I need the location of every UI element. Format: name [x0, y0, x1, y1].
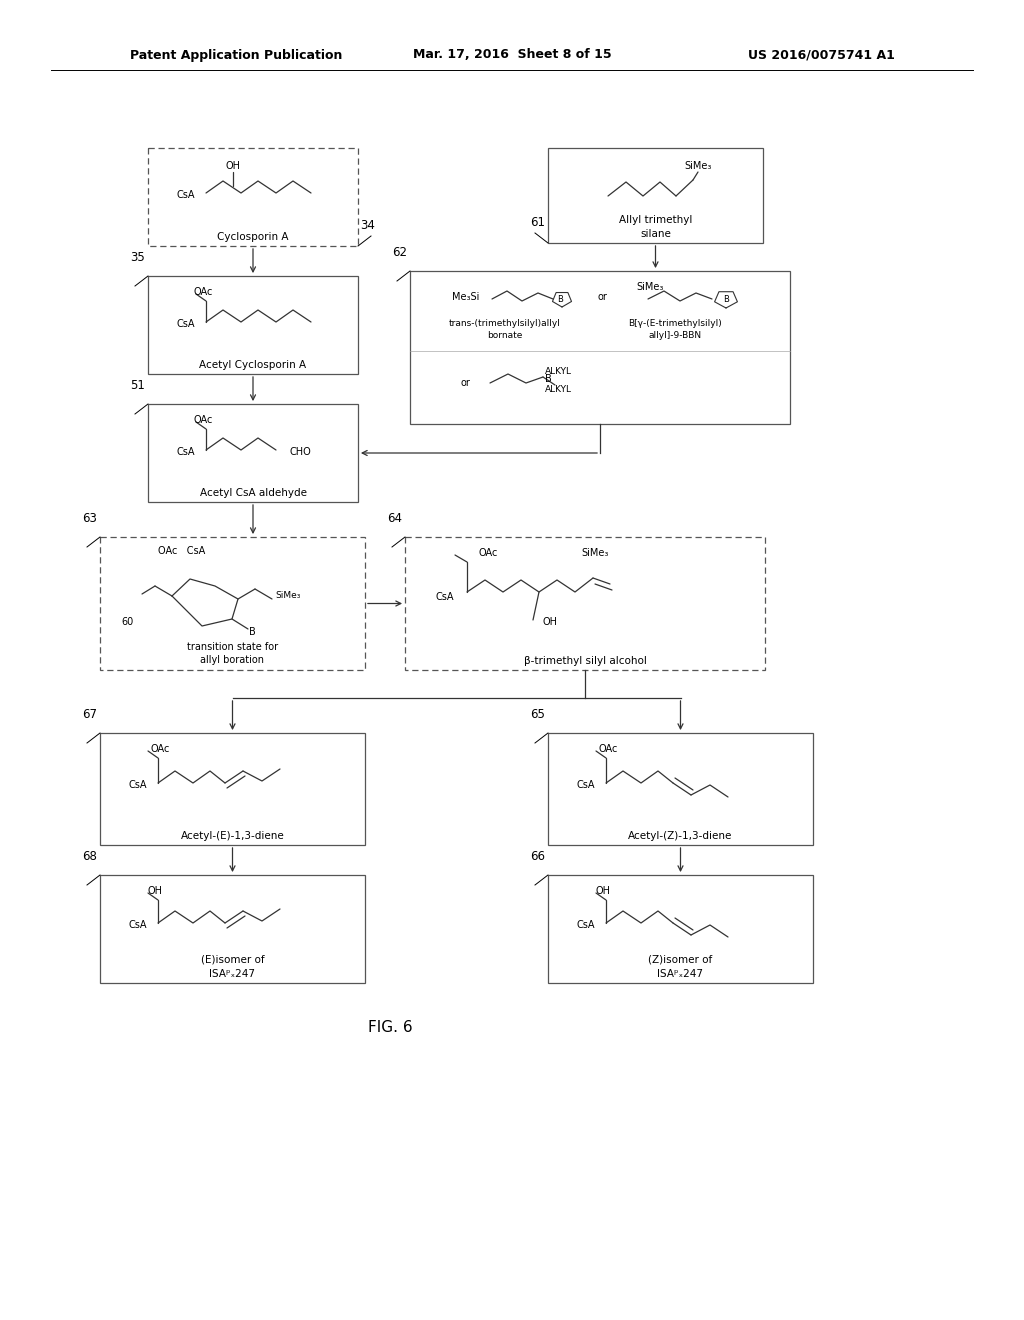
Text: 62: 62	[392, 246, 407, 259]
Text: 51: 51	[130, 379, 145, 392]
Bar	[548, 733, 813, 845]
Text: Patent Application Publication: Patent Application Publication	[130, 49, 342, 62]
Text: 66: 66	[530, 850, 545, 863]
Text: OH: OH	[543, 616, 557, 627]
Text: 63: 63	[82, 512, 97, 525]
Bar	[148, 276, 358, 374]
Text: silane: silane	[640, 228, 671, 239]
Text: 60: 60	[122, 616, 134, 627]
Text: transition state for: transition state for	[187, 642, 279, 652]
Text: OH: OH	[596, 886, 610, 896]
Text: OAc: OAc	[478, 548, 498, 558]
Text: or: or	[460, 378, 470, 388]
Text: trans-(trimethylsilyl)allyl: trans-(trimethylsilyl)allyl	[450, 318, 561, 327]
Text: ALKYL: ALKYL	[545, 367, 571, 375]
Text: 34: 34	[360, 219, 375, 232]
Bar	[100, 875, 365, 983]
Text: Cyclosporin A: Cyclosporin A	[217, 232, 289, 242]
Text: bornate: bornate	[487, 330, 522, 339]
Text: Acetyl Cyclosporin A: Acetyl Cyclosporin A	[200, 360, 306, 370]
Text: OAc: OAc	[194, 414, 213, 425]
Text: 68: 68	[82, 850, 97, 863]
Text: 67: 67	[82, 708, 97, 721]
Bar	[100, 733, 365, 845]
Bar	[100, 537, 365, 671]
Text: Mar. 17, 2016  Sheet 8 of 15: Mar. 17, 2016 Sheet 8 of 15	[413, 49, 611, 62]
Text: SiMe₃: SiMe₃	[275, 591, 301, 601]
Text: 64: 64	[387, 512, 402, 525]
Text: SiMe₃: SiMe₃	[636, 282, 664, 292]
Text: B: B	[545, 374, 551, 384]
Text: ISAᵖₓ247: ISAᵖₓ247	[210, 969, 256, 979]
Text: allyl]-9-BBN: allyl]-9-BBN	[648, 330, 701, 339]
Text: B: B	[249, 627, 255, 638]
Text: Acetyl-(Z)-1,3-diene: Acetyl-(Z)-1,3-diene	[629, 832, 733, 841]
Text: β-trimethyl silyl alcohol: β-trimethyl silyl alcohol	[523, 656, 646, 667]
Text: CsA: CsA	[129, 920, 147, 931]
Text: 35: 35	[130, 251, 145, 264]
Text: (E)isomer of: (E)isomer of	[201, 954, 264, 965]
Text: Allyl trimethyl: Allyl trimethyl	[618, 215, 692, 224]
Text: CsA: CsA	[577, 920, 595, 931]
Text: FIG. 6: FIG. 6	[368, 1020, 413, 1035]
Text: allyl boration: allyl boration	[201, 655, 264, 665]
Text: B: B	[723, 294, 729, 304]
Text: B[γ-(E-trimethylsilyl): B[γ-(E-trimethylsilyl)	[628, 318, 722, 327]
Text: CHO: CHO	[289, 447, 311, 457]
Text: SiMe₃: SiMe₃	[582, 548, 608, 558]
Text: B: B	[557, 294, 563, 304]
Text: OAc   CsA: OAc CsA	[159, 546, 206, 556]
Text: CsA: CsA	[577, 780, 595, 789]
Text: Acetyl CsA aldehyde: Acetyl CsA aldehyde	[200, 488, 306, 498]
Text: 61: 61	[530, 216, 545, 228]
Text: OAc: OAc	[151, 744, 170, 754]
Text: CsA: CsA	[129, 780, 147, 789]
Bar	[548, 148, 763, 243]
Text: CsA: CsA	[436, 591, 455, 602]
Text: CsA: CsA	[177, 447, 196, 457]
Text: ALKYL: ALKYL	[545, 384, 571, 393]
Text: or: or	[597, 292, 607, 302]
Bar	[148, 404, 358, 502]
Bar	[406, 537, 765, 671]
Text: SiMe₃: SiMe₃	[684, 161, 712, 172]
Text: OH: OH	[225, 161, 241, 172]
Bar	[410, 271, 790, 424]
Bar	[148, 148, 358, 246]
Text: Acetyl-(E)-1,3-diene: Acetyl-(E)-1,3-diene	[180, 832, 285, 841]
Text: (Z)isomer of: (Z)isomer of	[648, 954, 713, 965]
Text: US 2016/0075741 A1: US 2016/0075741 A1	[749, 49, 895, 62]
Text: CsA: CsA	[177, 190, 196, 201]
Text: OAc: OAc	[598, 744, 617, 754]
Text: OH: OH	[147, 886, 163, 896]
Text: 65: 65	[530, 708, 545, 721]
Text: Me₃Si: Me₃Si	[452, 292, 479, 302]
Bar	[548, 875, 813, 983]
Text: OAc: OAc	[194, 286, 213, 297]
Text: ISAᵖₓ247: ISAᵖₓ247	[657, 969, 703, 979]
Text: CsA: CsA	[177, 319, 196, 329]
